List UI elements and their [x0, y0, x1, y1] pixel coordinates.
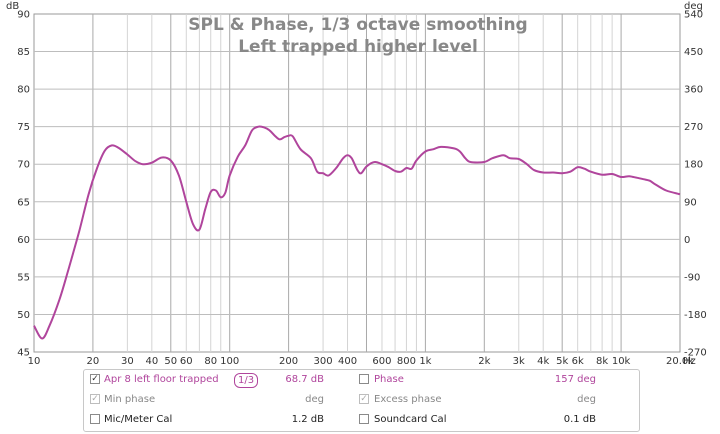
x-unit: Hz: [683, 356, 696, 367]
x-tick-label: 3k: [513, 356, 525, 367]
x-tick-label: 6k: [572, 356, 584, 367]
x-tick-label: 50: [164, 356, 177, 367]
y2-tick-label: -270: [684, 348, 707, 359]
x-tick-label: 20.0k: [666, 356, 694, 367]
x-tick-label: 200: [279, 356, 298, 367]
y2-tick-label: 0: [684, 235, 690, 246]
y2-tick-label: 90: [684, 197, 697, 208]
mic-cal-value: 1.2 dB: [291, 414, 324, 425]
y-tick-label: 65: [17, 197, 30, 208]
soundcard-cal-label: Soundcard Cal: [374, 414, 447, 425]
x-tick-label: 600: [372, 356, 391, 367]
legend-row-calibration: Mic/Meter Cal 1.2 dB Soundcard Cal 0.1 d…: [84, 411, 639, 429]
chart-title: SPL & Phase, 1/3 octave smoothing: [188, 15, 527, 35]
smoothing-selector[interactable]: 1/3: [234, 373, 259, 388]
y2-tick-label: 180: [684, 160, 703, 171]
legend-panel: ✓ Apr 8 left floor trapped 1/3 68.7 dB P…: [83, 369, 640, 432]
y2-tick-label: -90: [684, 272, 700, 283]
y-tick-label: 55: [17, 272, 30, 283]
x-tick-label: 800: [397, 356, 416, 367]
x-tick-label: 100: [220, 356, 239, 367]
plot-area: [33, 13, 681, 353]
y2-tick-label: -180: [684, 310, 707, 321]
x-tick-label: 300: [314, 356, 333, 367]
min-phase-label: Min phase: [104, 394, 156, 405]
excess-phase-checkbox[interactable]: ✓: [359, 394, 369, 404]
y2-tick-label: 450: [684, 47, 703, 58]
phase-value: 157 deg: [554, 374, 596, 385]
y-tick-label: 50: [17, 310, 30, 321]
y-tick-label: 90: [17, 10, 30, 21]
soundcard-cal-checkbox[interactable]: [359, 414, 369, 424]
excess-phase-label: Excess phase: [374, 394, 442, 405]
y2-tick-label: 270: [684, 122, 703, 133]
legend-row-measurement: ✓ Apr 8 left floor trapped 1/3 68.7 dB P…: [84, 371, 639, 389]
x-tick-label: 80: [204, 356, 217, 367]
x-tick-label: 8k: [596, 356, 608, 367]
x-tick-label: 60: [180, 356, 193, 367]
y-left-unit: dB: [6, 1, 19, 12]
phase-checkbox[interactable]: [359, 374, 369, 384]
x-tick-label: 400: [338, 356, 357, 367]
measurement-checkbox[interactable]: ✓: [90, 374, 100, 384]
y-tick-label: 45: [17, 348, 30, 359]
y-tick-label: 85: [17, 47, 30, 58]
min-phase-checkbox[interactable]: ✓: [90, 394, 100, 404]
x-tick-label: 10: [28, 356, 41, 367]
x-tick-label: 1k: [419, 356, 431, 367]
phase-label: Phase: [374, 374, 404, 385]
x-tick-label: 30: [121, 356, 134, 367]
tick-labels: 10 20 30 40 50 60 80 100 200 300 400 600 800 1k 2k 3k 4k…: [17, 10, 706, 368]
x-tick-label: 10k: [612, 356, 631, 367]
x-tick-label: 2k: [478, 356, 490, 367]
chart-subtitle: Left trapped higher level: [238, 37, 478, 57]
y-right-unit: deg: [684, 1, 703, 12]
y2-tick-label: 540: [684, 10, 703, 21]
x-tick-label: 40: [145, 356, 158, 367]
grid-lines: [34, 14, 680, 352]
legend-row-phase: ✓ Min phase deg ✓ Excess phase deg: [84, 391, 639, 409]
soundcard-cal-value: 0.1 dB: [563, 414, 596, 425]
chart-plot: 10 20 30 40 50 60 80 100 200 300 400 600 800 1k 2k 3k 4k…: [6, 1, 707, 368]
y-tick-label: 75: [17, 122, 30, 133]
spl-value: 68.7 dB: [285, 374, 324, 385]
series-line-spl: [33, 125, 681, 340]
x-tick-label: 5k: [556, 356, 568, 367]
y-tick-label: 80: [17, 85, 30, 96]
y-tick-label: 60: [17, 235, 30, 246]
x-tick-label: 4k: [537, 356, 549, 367]
mic-cal-label: Mic/Meter Cal: [104, 414, 173, 425]
x-tick-label: 20: [87, 356, 100, 367]
mic-cal-checkbox[interactable]: [90, 414, 100, 424]
min-phase-unit: deg: [305, 394, 324, 405]
measurement-name: Apr 8 left floor trapped: [104, 374, 219, 385]
excess-phase-unit: deg: [577, 394, 596, 405]
y-tick-label: 70: [17, 160, 30, 171]
y2-tick-label: 360: [684, 85, 703, 96]
